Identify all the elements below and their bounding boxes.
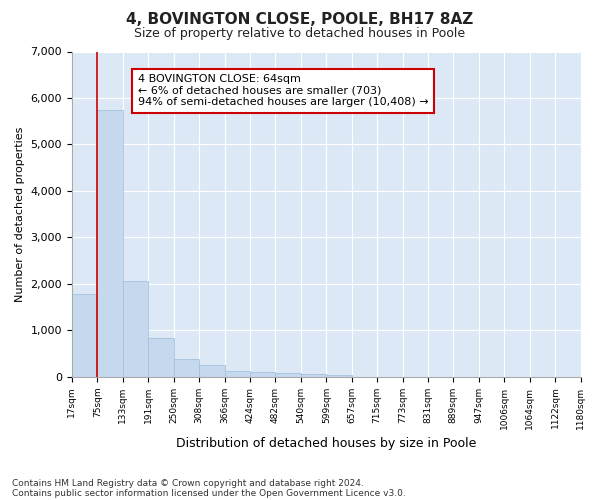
Text: Size of property relative to detached houses in Poole: Size of property relative to detached ho…	[134, 28, 466, 40]
Bar	[199, 365, 224, 377]
Bar	[224, 371, 250, 377]
Y-axis label: Number of detached properties: Number of detached properties	[15, 126, 25, 302]
Bar	[275, 374, 301, 377]
X-axis label: Distribution of detached houses by size in Poole: Distribution of detached houses by size …	[176, 437, 476, 450]
Bar	[148, 338, 174, 377]
Bar	[97, 110, 122, 377]
Bar	[122, 281, 148, 377]
Bar	[326, 374, 352, 377]
Bar	[301, 374, 326, 377]
Text: 4, BOVINGTON CLOSE, POOLE, BH17 8AZ: 4, BOVINGTON CLOSE, POOLE, BH17 8AZ	[127, 12, 473, 28]
Text: Contains public sector information licensed under the Open Government Licence v3: Contains public sector information licen…	[12, 488, 406, 498]
Bar	[174, 359, 199, 377]
Text: 4 BOVINGTON CLOSE: 64sqm
← 6% of detached houses are smaller (703)
94% of semi-d: 4 BOVINGTON CLOSE: 64sqm ← 6% of detache…	[138, 74, 428, 108]
Bar	[72, 294, 97, 377]
Bar	[250, 372, 275, 377]
Text: Contains HM Land Registry data © Crown copyright and database right 2024.: Contains HM Land Registry data © Crown c…	[12, 478, 364, 488]
